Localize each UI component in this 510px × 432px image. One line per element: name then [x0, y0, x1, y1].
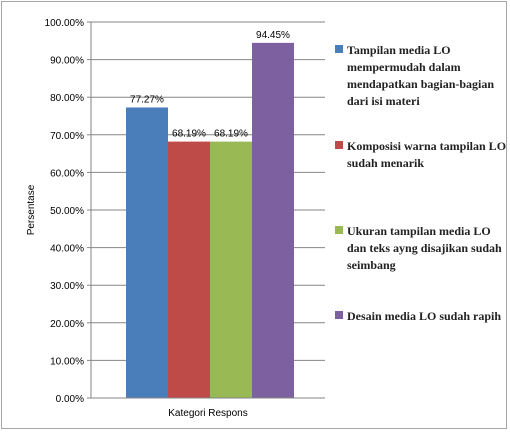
y-tick-label: 20.00% [50, 319, 84, 330]
data-label: 68.19% [172, 129, 206, 140]
legend: Tampilan media LO mempermudah dalam mend… [335, 42, 507, 362]
y-tick-label: 30.00% [50, 281, 84, 292]
x-axis-label: Kategori Respons [168, 408, 248, 419]
legend-label: Ukuran tampilan media LO dan teks ayng d… [347, 224, 502, 272]
y-tick-label: 50.00% [50, 206, 84, 217]
y-tick-label: 0.00% [56, 394, 84, 405]
bar [210, 141, 252, 399]
legend-label: Komposisi warna tampilan LO sudah menari… [347, 139, 507, 170]
data-label: 68.19% [214, 129, 248, 140]
legend-label: Tampilan media LO mempermudah dalam mend… [347, 43, 495, 108]
bars [126, 42, 294, 399]
data-label: 77.27% [130, 94, 164, 105]
legend-swatch [335, 45, 343, 53]
y-tick-label: 40.00% [50, 244, 84, 255]
y-tick-label: 60.00% [50, 168, 84, 179]
y-tick-label: 10.00% [50, 356, 84, 367]
y-tick-label: 80.00% [50, 93, 84, 104]
y-axis-label: Persentase [26, 184, 37, 235]
legend-label: Desain media LO sudah rapih [347, 309, 502, 323]
y-tick-label: 90.00% [50, 56, 84, 67]
bar [126, 107, 168, 399]
data-label: 94.45% [256, 30, 290, 41]
bar [168, 141, 210, 399]
legend-swatch [335, 226, 343, 234]
legend-swatch [335, 141, 343, 149]
bar [252, 42, 294, 398]
y-tick-label: 100.00% [45, 18, 85, 29]
y-tick-label: 70.00% [50, 131, 84, 142]
y-axis-tick-labels: 0.00% 10.00% 20.00% 30.00% 40.00% 50.00% 60.00… [45, 18, 91, 405]
data-labels: 77.27% 68.19% 68.19% 94.45% [130, 30, 290, 140]
legend-swatch [335, 311, 343, 319]
